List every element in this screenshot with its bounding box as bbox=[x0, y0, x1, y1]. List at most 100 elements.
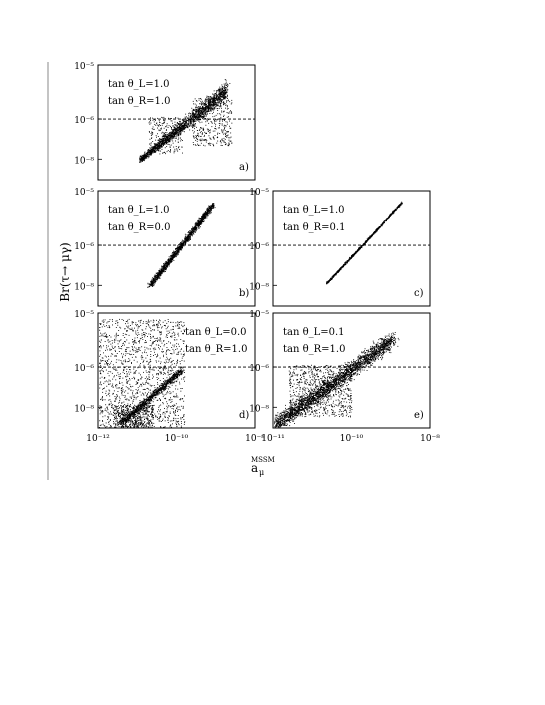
scatter-point bbox=[173, 150, 175, 152]
scatter-point bbox=[216, 98, 218, 100]
scatter-point bbox=[177, 128, 179, 130]
scatter-point bbox=[172, 255, 174, 256]
scatter-point bbox=[393, 210, 395, 212]
scatter-point bbox=[163, 265, 165, 267]
scatter-point bbox=[200, 115, 202, 117]
scatter-point bbox=[177, 129, 178, 131]
scatter-point bbox=[179, 126, 181, 128]
scatter-point bbox=[212, 100, 214, 102]
scatter-point bbox=[190, 123, 192, 125]
scatter-point bbox=[154, 283, 155, 285]
scatter-point bbox=[142, 155, 144, 156]
scatter-point bbox=[212, 104, 214, 106]
scatter-point bbox=[154, 148, 156, 150]
scatter-point bbox=[198, 107, 200, 109]
scatter-point bbox=[200, 103, 202, 105]
scatter-point bbox=[148, 156, 150, 157]
scatter-point bbox=[173, 255, 175, 257]
scatter-point bbox=[183, 123, 185, 125]
scatter-point bbox=[203, 110, 204, 112]
scatter-point bbox=[393, 210, 395, 212]
scatter-point bbox=[159, 147, 161, 149]
scatter-point bbox=[167, 259, 169, 261]
scatter-point bbox=[171, 120, 173, 122]
scatter-point bbox=[151, 151, 153, 153]
scatter-point bbox=[203, 220, 205, 222]
scatter-point bbox=[180, 124, 181, 125]
scatter-point bbox=[173, 251, 175, 253]
scatter-point bbox=[185, 239, 187, 241]
scatter-point bbox=[163, 132, 164, 134]
scatter-point bbox=[210, 107, 212, 108]
scatter-point bbox=[180, 139, 182, 141]
scatter-point bbox=[207, 211, 209, 213]
scatter-point bbox=[197, 221, 199, 222]
scatter-point bbox=[171, 259, 172, 261]
scatter-point bbox=[150, 150, 151, 152]
scatter-point bbox=[158, 141, 159, 143]
scatter-point bbox=[143, 157, 145, 159]
scatter-point bbox=[343, 264, 345, 266]
scatter-point bbox=[224, 86, 226, 88]
scatter-point bbox=[184, 128, 185, 129]
scatter-point bbox=[158, 277, 160, 279]
scatter-point bbox=[213, 205, 215, 207]
scatter-point bbox=[176, 130, 178, 132]
scatter-point bbox=[178, 244, 180, 245]
scatter-point bbox=[156, 146, 158, 148]
scatter-point bbox=[197, 224, 199, 226]
scatter-point bbox=[223, 93, 225, 95]
scatter-point bbox=[212, 130, 214, 132]
scatter-point bbox=[139, 155, 141, 157]
scatter-point bbox=[376, 228, 377, 230]
scatter-point bbox=[332, 276, 334, 277]
scatter-point bbox=[381, 223, 383, 225]
scatter-point bbox=[205, 108, 206, 109]
scatter-point bbox=[155, 278, 157, 280]
scatter-point bbox=[331, 276, 333, 278]
scatter-point bbox=[181, 246, 183, 248]
scatter-point bbox=[187, 239, 189, 241]
scatter-point bbox=[173, 255, 175, 256]
scatter-point bbox=[151, 138, 152, 139]
scatter-point bbox=[154, 145, 156, 147]
scatter-point bbox=[373, 232, 375, 234]
scatter-point bbox=[199, 122, 201, 124]
scatter-point bbox=[162, 134, 164, 136]
scatter-point bbox=[189, 237, 190, 239]
scatter-point bbox=[363, 244, 365, 246]
scatter-point bbox=[184, 121, 186, 123]
scatter-point bbox=[207, 109, 209, 111]
scatter-point bbox=[229, 125, 230, 127]
scatter-point bbox=[216, 92, 218, 94]
scatter-point bbox=[201, 221, 203, 223]
scatter-point bbox=[172, 133, 174, 135]
scatter-point bbox=[179, 120, 181, 122]
scatter-point bbox=[159, 138, 161, 140]
scatter-point bbox=[175, 251, 177, 252]
scatter-point bbox=[191, 115, 193, 117]
scatter-point bbox=[198, 112, 200, 114]
scatter-point bbox=[161, 144, 163, 146]
scatter-point bbox=[204, 213, 206, 215]
scatter-point bbox=[227, 131, 229, 133]
scatter-point bbox=[140, 159, 142, 161]
scatter-point bbox=[168, 117, 169, 119]
scatter-point bbox=[162, 135, 163, 137]
scatter-point bbox=[231, 102, 233, 104]
scatter-point bbox=[195, 113, 197, 115]
scatter-point bbox=[186, 241, 188, 242]
scatter-point bbox=[210, 108, 212, 110]
scatter-point bbox=[156, 278, 158, 279]
scatter-point bbox=[163, 271, 165, 273]
scatter-point bbox=[165, 126, 167, 128]
scatter-point bbox=[144, 152, 145, 154]
scatter-point bbox=[170, 150, 171, 152]
scatter-point bbox=[213, 102, 215, 104]
scatter-point bbox=[141, 158, 143, 160]
scatter-point bbox=[213, 118, 215, 120]
scatter-point bbox=[165, 130, 167, 131]
scatter-point bbox=[165, 262, 167, 264]
scatter-point bbox=[224, 127, 226, 128]
scatter-point bbox=[189, 232, 191, 234]
